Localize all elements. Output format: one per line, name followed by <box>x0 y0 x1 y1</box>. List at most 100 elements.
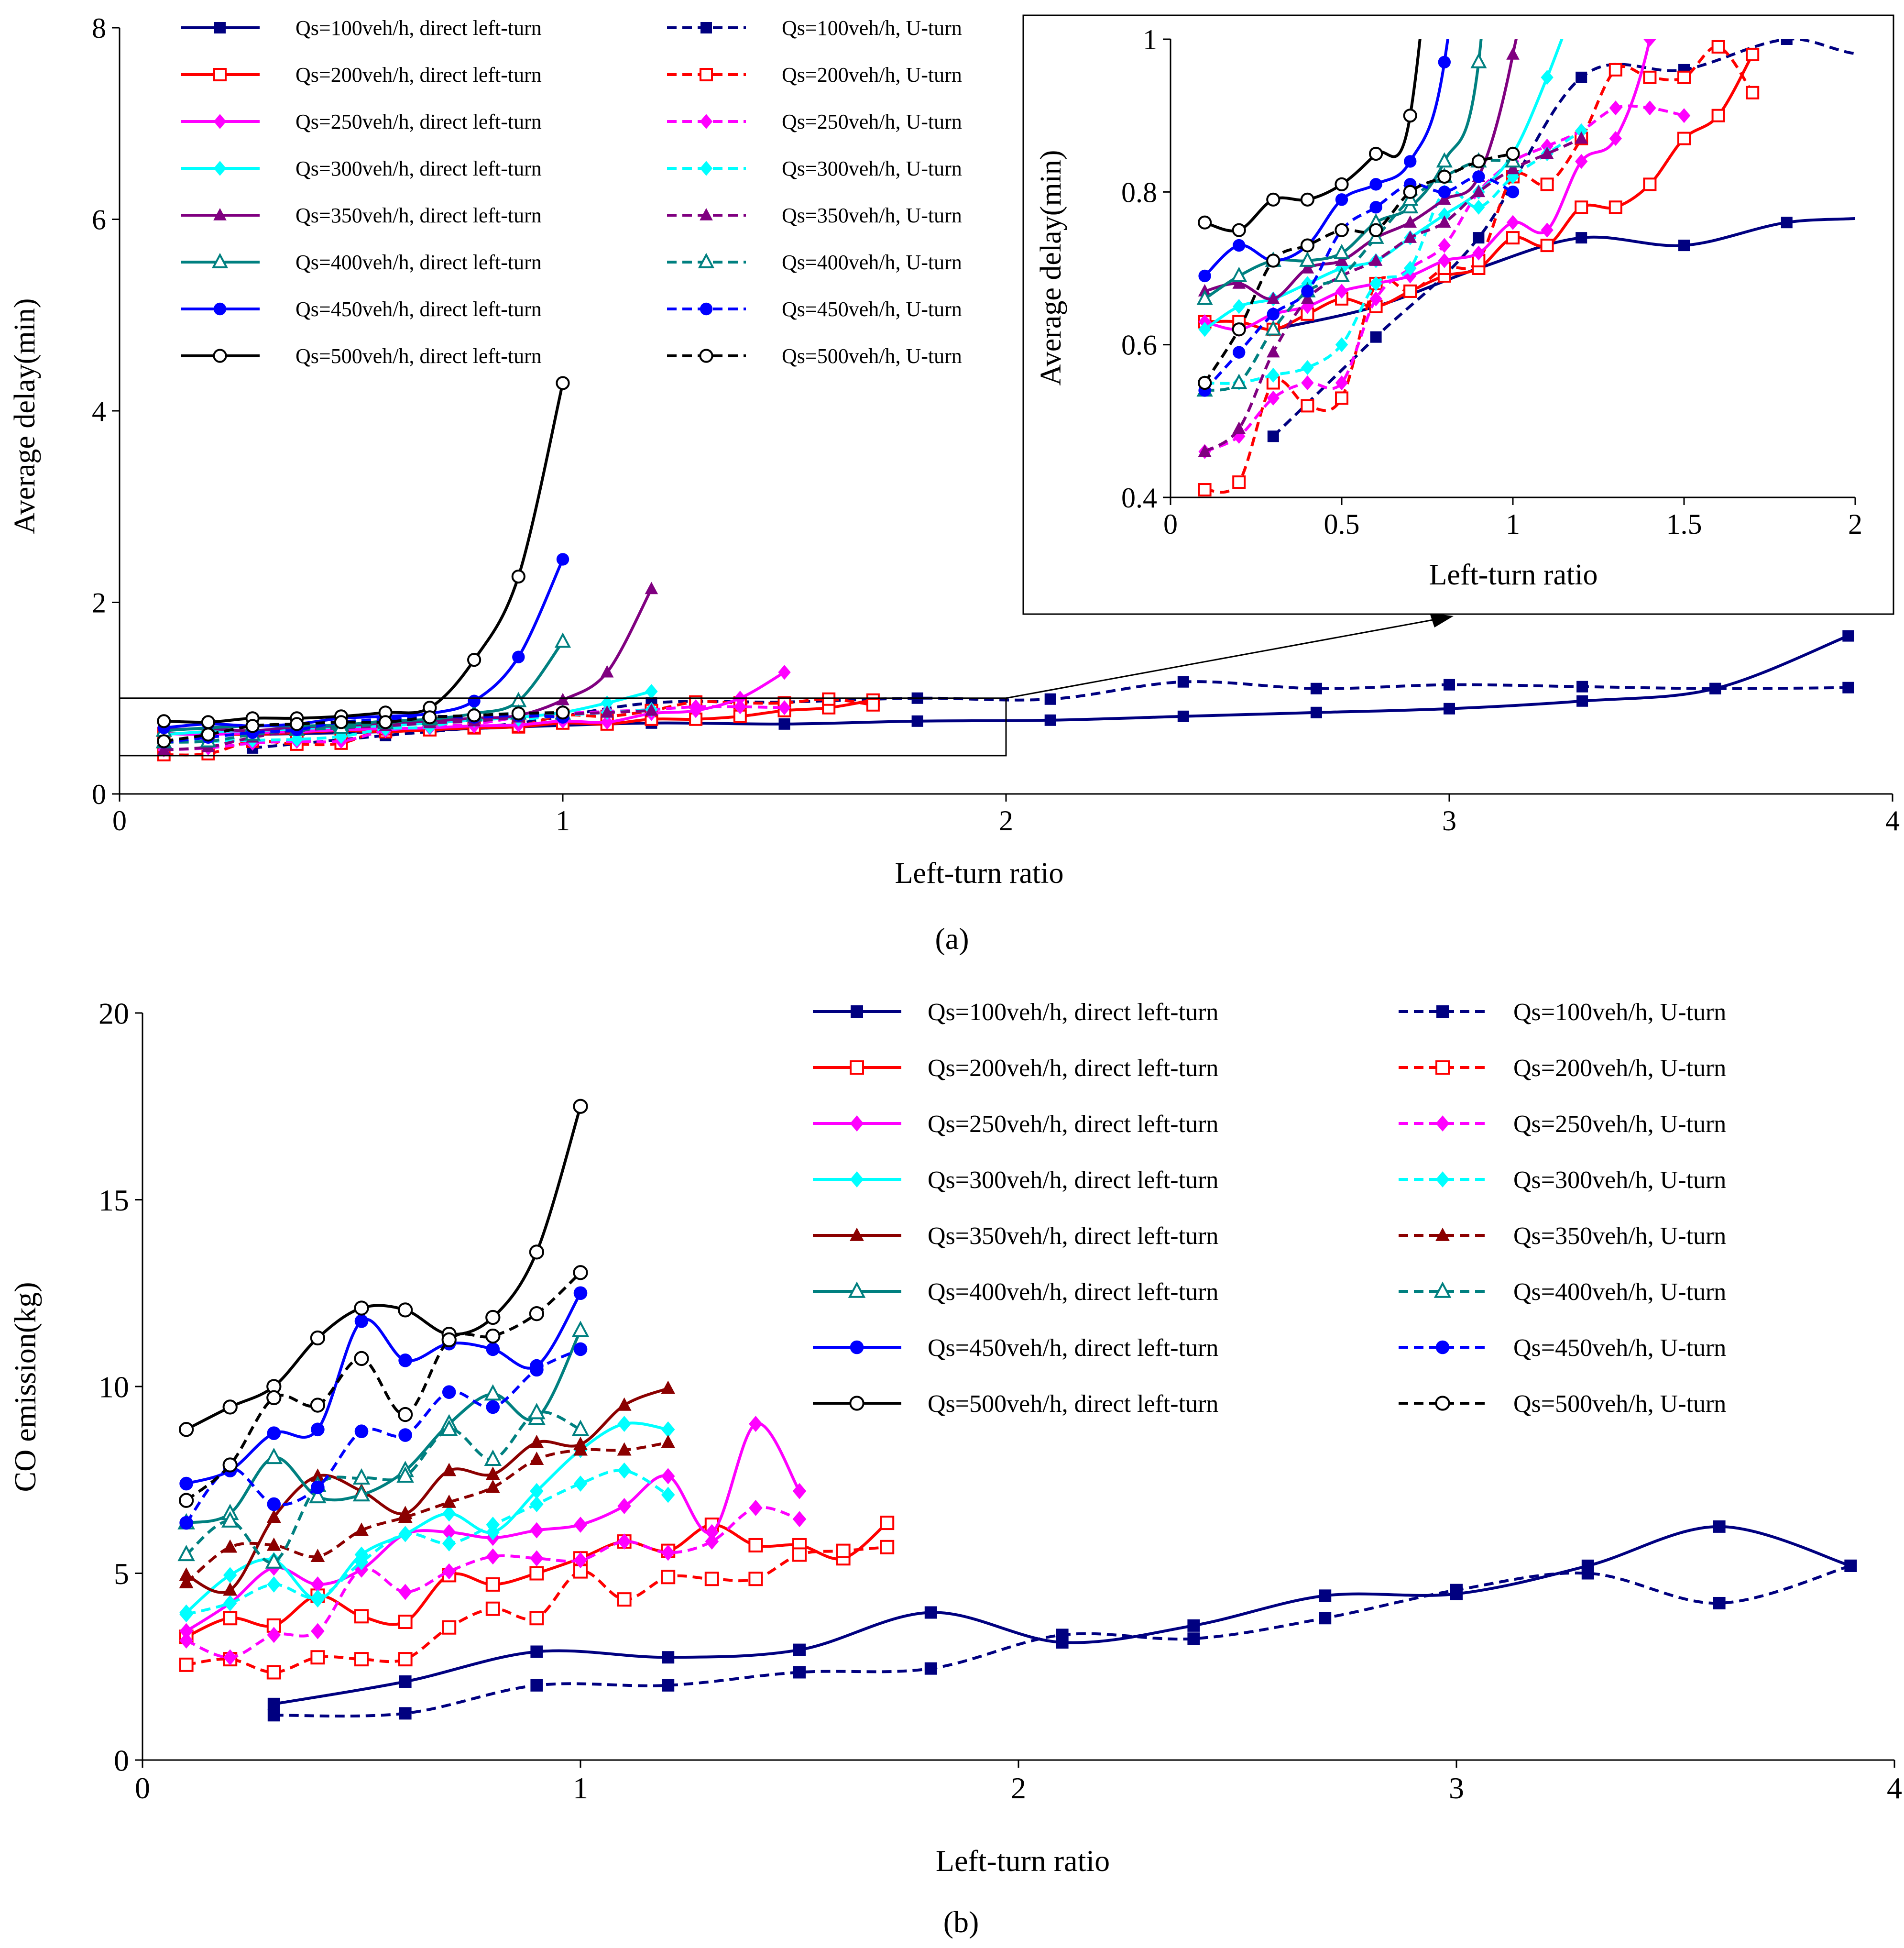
panel-a-x-tick-label: 2 <box>999 805 1013 836</box>
panel-b-data-point <box>662 1679 675 1692</box>
panel-b-data-point <box>617 1462 631 1479</box>
panel-a-data-point <box>645 703 658 716</box>
panel-a-data-point <box>467 708 481 723</box>
panel-b-data-point <box>704 1572 719 1586</box>
panel-b-data-point <box>396 1466 414 1483</box>
legend-a-label: Qs=500veh/h, direct left-turn <box>295 344 542 368</box>
panel-b-data-point <box>573 1442 588 1456</box>
inset-data-point <box>1403 185 1417 199</box>
panel-b-data-point <box>530 1363 544 1377</box>
panel-b-data-point <box>573 1099 588 1114</box>
panel-b-series-markers-15 <box>178 1265 588 1508</box>
legend-b-swatch-marker <box>1436 1005 1449 1018</box>
panel-b-data-point <box>352 1485 371 1502</box>
inset-data-point <box>1781 217 1793 229</box>
inset-data-point <box>1506 162 1520 175</box>
legend-a-swatch-marker <box>213 208 227 220</box>
panel-b-data-point <box>354 1522 369 1536</box>
inset-data-point <box>1369 201 1382 214</box>
inset-data-point <box>1267 308 1280 320</box>
legend-b-label: Qs=250veh/h, direct left-turn <box>928 1111 1218 1138</box>
inset-data-point <box>1335 284 1348 299</box>
panel-a-data-point <box>378 715 393 729</box>
panel-b-data-point <box>571 1321 590 1337</box>
panel-b-data-point <box>661 1380 676 1394</box>
inset-data-point <box>1541 222 1554 238</box>
inset-data-point <box>1198 269 1211 283</box>
inset-data-point <box>1198 375 1212 390</box>
panel-a-x-tick-label: 3 <box>1442 805 1456 836</box>
panel-a-data-point <box>866 698 880 712</box>
panel-b-data-point <box>617 1442 632 1456</box>
panel-b-data-point <box>485 1479 500 1493</box>
panel-b-data-point <box>266 1537 281 1551</box>
legend-a-label: Qs=250veh/h, U-turn <box>782 110 962 133</box>
panel-a-caption: (a) <box>935 922 969 956</box>
panel-a-data-point <box>1177 710 1189 722</box>
panel-b-data-point <box>530 1645 543 1658</box>
inset-data-point <box>1369 146 1383 161</box>
legend-b-label: Qs=400veh/h, direct left-turn <box>928 1278 1218 1306</box>
inset-y-tick-label: 0.6 <box>1121 330 1157 361</box>
inset-data-point <box>1506 186 1520 198</box>
legend-a-swatch-marker <box>214 22 226 33</box>
panel-b-data-point <box>662 1651 675 1664</box>
panel-a-y-tick-label: 8 <box>92 12 106 44</box>
legend-a-label: Qs=200veh/h, U-turn <box>782 63 962 87</box>
panel-b-data-point <box>571 1420 590 1436</box>
panel-b-data-point <box>486 1400 500 1414</box>
panel-b-data-point <box>486 1342 500 1356</box>
panel-b-data-point <box>529 1306 545 1321</box>
panel-a-data-point <box>468 694 481 707</box>
panel-b-data-point <box>310 1468 325 1482</box>
inset-x-tick-label: 2 <box>1848 508 1862 540</box>
panel-b-data-point <box>442 1563 456 1580</box>
inset-x-tick-label: 1 <box>1506 508 1520 540</box>
inset-data-point <box>1643 39 1656 47</box>
panel-b-data-point <box>223 1582 238 1596</box>
panel-a-series-line-10 <box>164 640 564 732</box>
inset-data-point <box>1506 169 1520 184</box>
panel-b-data-point <box>573 1286 588 1300</box>
panel-b-series-line-0 <box>274 1525 1851 1706</box>
legend-a-label: Qs=450veh/h, U-turn <box>782 297 962 321</box>
inset-data-point <box>1643 70 1657 84</box>
panel-a-x-tick-label: 0 <box>112 805 127 836</box>
inset-data-point <box>1678 240 1690 252</box>
panel-b-data-point <box>573 1517 588 1533</box>
inset-data-point <box>1438 207 1451 222</box>
panel-b-data-point <box>354 1314 369 1328</box>
legend-b-label: Qs=200veh/h, U-turn <box>1513 1055 1726 1082</box>
inset-data-point <box>1643 100 1656 116</box>
panel-b-data-point <box>267 1426 281 1440</box>
panel-b-data-point <box>223 1567 237 1584</box>
panel-b-data-point <box>617 1397 632 1411</box>
inset-data-point <box>1403 215 1417 228</box>
panel-b-data-point <box>265 1552 283 1569</box>
panel-a-data-point <box>689 699 702 715</box>
panel-b-series-line-14 <box>186 1106 582 1431</box>
panel-b-series-markers-7 <box>179 1462 675 1623</box>
legend-b-swatch-marker <box>1433 1281 1452 1298</box>
inset-series-line-8 <box>1204 39 1518 301</box>
panel-b-data-point <box>442 1463 457 1476</box>
panel-b-data-point <box>484 1384 502 1401</box>
inset-data-point <box>1233 346 1246 359</box>
panel-b-data-point <box>485 1310 501 1325</box>
inset-data-point <box>1575 123 1588 139</box>
legend-a-swatch-marker <box>699 349 713 363</box>
inset-data-point <box>1609 131 1622 146</box>
inset-data-point <box>1473 232 1485 244</box>
legend-a-swatch-marker <box>213 302 227 316</box>
panel-a-data-point <box>511 706 525 721</box>
inset-data-point <box>1472 185 1486 198</box>
inset-data-point <box>1541 70 1554 85</box>
panel-b-data-point <box>749 1416 763 1432</box>
panel-a-axes: 0 1 2 3 4 0 2 4 6 8 <box>92 12 1900 836</box>
legend-b-swatch-marker <box>850 1060 864 1075</box>
panel-b-data-point <box>398 1509 413 1523</box>
panel-b-caption: (b) <box>943 1905 979 1939</box>
legend-b-swatch-marker <box>850 1340 864 1354</box>
panel-b-data-point <box>221 1511 239 1528</box>
